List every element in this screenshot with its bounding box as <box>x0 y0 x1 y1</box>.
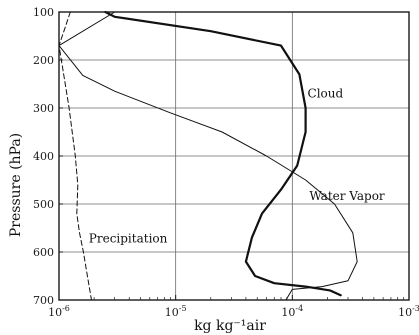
y-tick-label: 500 <box>33 198 54 211</box>
annotation-cloud: Cloud <box>308 86 344 100</box>
tick-layer <box>58 11 410 301</box>
series-cloud-line <box>104 10 342 297</box>
series-layer <box>58 10 358 301</box>
y-tick-label: 100 <box>33 6 54 19</box>
x-tick-label: 10-5 <box>165 304 187 319</box>
annotation-precipitation: Precipitation <box>89 231 168 245</box>
y-tick-label: 200 <box>33 54 54 67</box>
y-tick-label: 700 <box>33 294 54 307</box>
y-axis-title: Pressure (hPa) <box>8 133 24 237</box>
y-tick-label: 600 <box>33 246 54 259</box>
series-precipitation-line <box>58 11 92 301</box>
x-tick-label: 10-6 <box>48 304 70 319</box>
x-axis-title: kg kg⁻¹air <box>194 318 266 334</box>
x-tick-label: 10-4 <box>281 304 303 319</box>
x-tick-label: 10-3 <box>398 304 419 319</box>
series-water-vapor-line <box>58 45 358 301</box>
y-tick-label: 400 <box>33 150 54 163</box>
grid-layer <box>59 12 409 300</box>
series-connector-line <box>58 11 116 47</box>
y-tick-label: 300 <box>33 102 54 115</box>
annotation-water-vapor: Water Vapor <box>309 189 385 203</box>
